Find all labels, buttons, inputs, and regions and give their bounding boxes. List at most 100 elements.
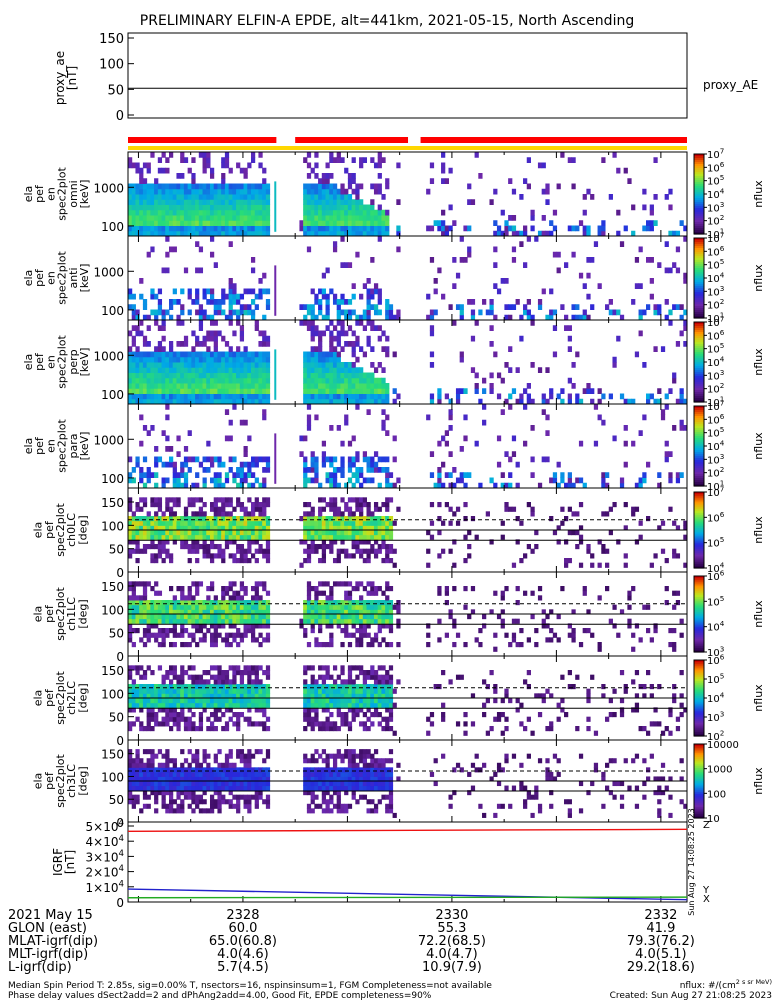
heatmap-cell	[523, 230, 528, 237]
heatmap-cell	[545, 623, 550, 629]
heatmap-cell	[213, 637, 218, 643]
heatmap-cell	[183, 702, 189, 708]
heatmap-cell	[239, 325, 245, 331]
heatmap-cell	[191, 726, 196, 732]
heatmap-cell	[243, 506, 248, 512]
heatmap-cell	[377, 506, 382, 512]
heatmap-cell	[329, 497, 334, 503]
heatmap-cell	[344, 553, 349, 559]
heatmap-cell	[258, 693, 263, 699]
heatmap-cell	[176, 220, 181, 226]
heatmap-cell	[426, 642, 431, 648]
heatmap-cell	[247, 693, 252, 699]
heatmap-cell	[202, 288, 207, 295]
heatmap-cell	[377, 482, 382, 489]
heatmap-cell	[303, 388, 308, 394]
heatmap-cell	[224, 604, 230, 610]
heatmap-cell	[366, 372, 371, 379]
heatmap-cell	[146, 707, 151, 713]
heatmap-cell	[247, 497, 252, 503]
heatmap-cell	[157, 393, 163, 400]
heatmap-cell	[161, 530, 166, 536]
heatmap-cell	[262, 581, 267, 587]
heatmap-cell	[385, 430, 390, 436]
heatmap-cell	[299, 618, 304, 624]
heatmap-cell	[154, 199, 159, 205]
heatmap-cell	[176, 314, 181, 321]
heatmap-cell	[154, 530, 159, 536]
heatmap-cell	[161, 604, 166, 610]
heatmap-cell	[180, 525, 185, 531]
heatmap-cell	[191, 693, 196, 699]
heatmap-cell	[388, 614, 394, 620]
heatmap-cell	[336, 393, 341, 400]
heatmap-cell	[135, 614, 140, 620]
heatmap-cell	[560, 398, 565, 405]
colorbar-cell	[694, 400, 704, 403]
heatmap-cell	[131, 388, 136, 394]
heatmap-cell	[236, 698, 241, 704]
heatmap-cell	[549, 609, 554, 615]
heatmap-cell	[303, 230, 308, 237]
heatmap-cell	[128, 702, 133, 708]
heatmap-cell	[258, 367, 263, 373]
heatmap-cell	[135, 693, 140, 699]
heatmap-cell	[306, 356, 312, 363]
heatmap-cell	[564, 558, 569, 564]
heatmap-cell	[515, 367, 520, 373]
heatmap-cell	[392, 351, 397, 358]
heatmap-cell	[206, 393, 211, 400]
heatmap-cell	[336, 320, 341, 326]
heatmap-cell	[578, 220, 584, 226]
heatmap-cell	[187, 199, 192, 205]
heatmap-cell	[329, 194, 334, 200]
heatmap-cell	[515, 461, 520, 468]
heatmap-cell	[250, 257, 256, 263]
heatmap-cell	[336, 618, 341, 624]
colorbar-tick-label: 107	[707, 231, 724, 246]
heatmap-cell	[191, 178, 196, 184]
heatmap-cell	[262, 330, 267, 337]
heatmap-cell	[195, 398, 200, 405]
heatmap-cell	[236, 199, 241, 205]
heatmap-cell	[165, 530, 170, 536]
heatmap-cell	[310, 230, 315, 237]
heatmap-cell	[262, 534, 267, 540]
heatmap-cell	[511, 562, 517, 568]
heatmap-cell	[306, 712, 312, 718]
heatmap-cell	[303, 679, 308, 685]
heatmap-cell	[168, 712, 174, 718]
heatmap-cell	[500, 595, 505, 601]
heatmap-cell	[198, 506, 204, 512]
heatmap-cell	[638, 534, 643, 540]
heatmap-cell	[161, 167, 166, 174]
heatmap-cell	[306, 604, 312, 610]
heatmap-cell	[366, 456, 371, 463]
colorbar-cell	[694, 378, 704, 381]
colorbar-cell	[694, 462, 704, 465]
heatmap-cell	[265, 356, 271, 363]
heatmap-cell	[183, 393, 189, 400]
heatmap-cell	[131, 314, 136, 321]
heatmap-cell	[195, 530, 200, 536]
heatmap-cell	[161, 600, 166, 606]
heatmap-cell	[191, 456, 196, 463]
panel-spectrogram-ch0LC: 150100500elapefspec2plotch0LC[deg]107106…	[32, 485, 765, 581]
heatmap-cell	[605, 548, 610, 554]
heatmap-cell	[638, 430, 643, 436]
heatmap-cell	[344, 702, 349, 708]
heatmap-cell	[224, 230, 230, 237]
heatmap-cell	[198, 377, 204, 384]
heatmap-cell	[370, 398, 375, 405]
heatmap-cell	[359, 388, 364, 394]
heatmap-cell	[672, 553, 677, 559]
heatmap-cell	[228, 351, 233, 358]
heatmap-cell	[262, 178, 267, 184]
heatmap-cell	[377, 456, 382, 463]
heatmap-cell	[250, 688, 256, 694]
heatmap-cell	[310, 684, 315, 690]
heatmap-cell	[370, 698, 375, 704]
heatmap-cell	[306, 367, 312, 373]
heatmap-cell	[213, 215, 218, 221]
heatmap-cell	[150, 670, 155, 676]
